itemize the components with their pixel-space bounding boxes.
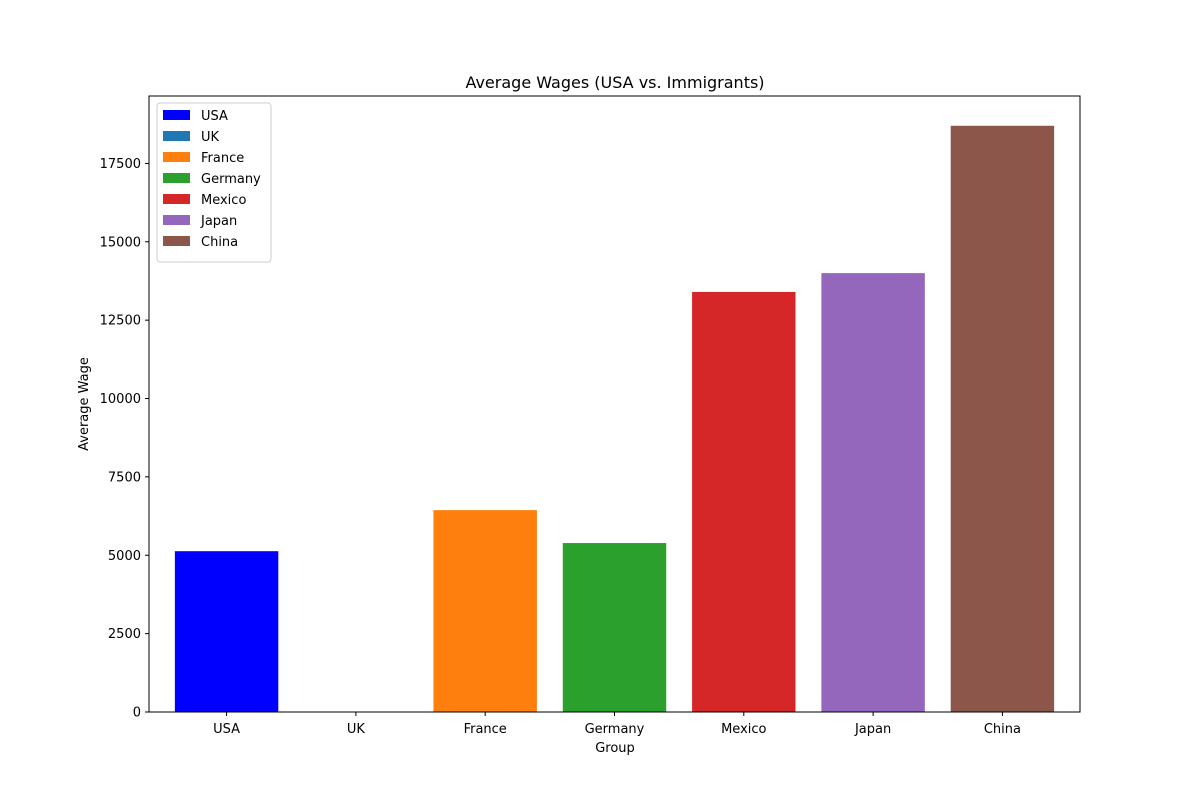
y-tick-label: 5000 [108, 549, 141, 564]
x-tick-label: France [464, 722, 507, 737]
x-tick-label: USA [213, 722, 240, 737]
legend: USA UK France Germany Mexico Japan China [156, 102, 272, 263]
x-tick-label: UK [347, 722, 366, 737]
y-tick-label: 17500 [100, 157, 141, 172]
x-axis-ticks: USA UK France Germany Mexico Japan China [213, 712, 1021, 737]
x-tick-label: Mexico [721, 722, 766, 737]
y-tick-label: 15000 [100, 235, 141, 250]
bar-germany [562, 543, 667, 712]
x-tick-label: Germany [585, 722, 645, 737]
legend-swatch [163, 215, 190, 225]
chart-title: Average Wages (USA vs. Immigrants) [465, 73, 764, 92]
bar-china [950, 125, 1055, 712]
legend-label: Japan [200, 214, 237, 229]
legend-swatch [163, 131, 190, 141]
y-tick-label: 12500 [100, 314, 141, 329]
legend-swatch [163, 110, 190, 120]
legend-swatch [163, 236, 190, 246]
legend-label: China [201, 235, 238, 250]
bar-japan [821, 273, 925, 712]
legend-swatch [163, 152, 190, 162]
x-tick-label: China [984, 722, 1021, 737]
x-axis-label: Group [595, 741, 635, 756]
y-tick-label: 7500 [108, 470, 141, 485]
y-axis-label: Average Wage [77, 357, 92, 451]
legend-label: UK [201, 130, 220, 145]
legend-swatch [163, 194, 190, 204]
bars-layer [174, 125, 1055, 712]
x-tick-label: Japan [854, 722, 891, 737]
bar-usa [174, 551, 279, 712]
y-tick-label: 2500 [108, 627, 141, 642]
legend-swatch [163, 173, 190, 183]
legend-label: Mexico [201, 193, 246, 208]
legend-label: Germany [201, 172, 261, 187]
y-tick-label: 0 [133, 706, 141, 721]
legend-label: France [201, 151, 244, 166]
bar-mexico [692, 291, 796, 712]
y-axis-ticks: 0 2500 5000 7500 10000 12500 15000 17500 [100, 157, 149, 721]
y-tick-label: 10000 [100, 392, 141, 407]
bar-france [433, 510, 537, 712]
legend-label: USA [201, 109, 228, 124]
